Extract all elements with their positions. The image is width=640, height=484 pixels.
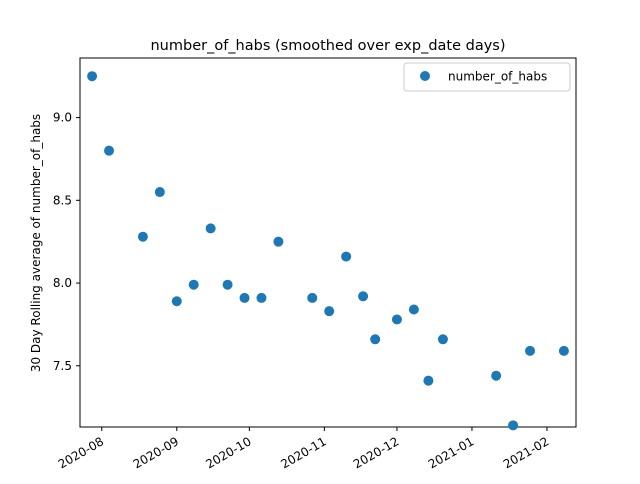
legend-box — [403, 62, 571, 92]
data-point — [171, 296, 182, 307]
y-tick-label: 7.5 — [53, 359, 72, 373]
data-point — [256, 292, 267, 303]
data-point — [104, 145, 115, 156]
data-point — [188, 279, 199, 290]
data-point — [87, 71, 98, 82]
data-point — [205, 223, 216, 234]
data-point — [239, 292, 250, 303]
plot-frame — [79, 57, 577, 428]
legend: number_of_habs — [403, 62, 571, 92]
data-point — [307, 292, 318, 303]
data-point — [508, 420, 519, 431]
chart-title: number_of_habs (smoothed over exp_date d… — [150, 38, 505, 54]
data-point — [341, 251, 352, 262]
data-point — [222, 279, 233, 290]
data-point — [370, 334, 381, 345]
data-point — [273, 236, 284, 247]
y-tick-label: 8.5 — [53, 193, 72, 207]
data-point — [423, 375, 434, 386]
data-point — [324, 306, 335, 317]
y-axis-label: 30 Day Rolling average of number_of_habs — [29, 114, 43, 372]
data-point — [391, 314, 402, 325]
y-tick-label: 9.0 — [53, 111, 72, 125]
legend-marker — [420, 71, 430, 81]
data-point — [358, 291, 369, 302]
data-point — [137, 231, 148, 242]
data-point — [437, 334, 448, 345]
data-point — [408, 304, 419, 315]
data-point — [525, 345, 536, 356]
data-point — [491, 370, 502, 381]
data-point — [154, 187, 165, 198]
legend-label: number_of_habs — [448, 70, 547, 84]
data-point — [558, 345, 569, 356]
y-tick-label: 8.0 — [53, 276, 72, 290]
